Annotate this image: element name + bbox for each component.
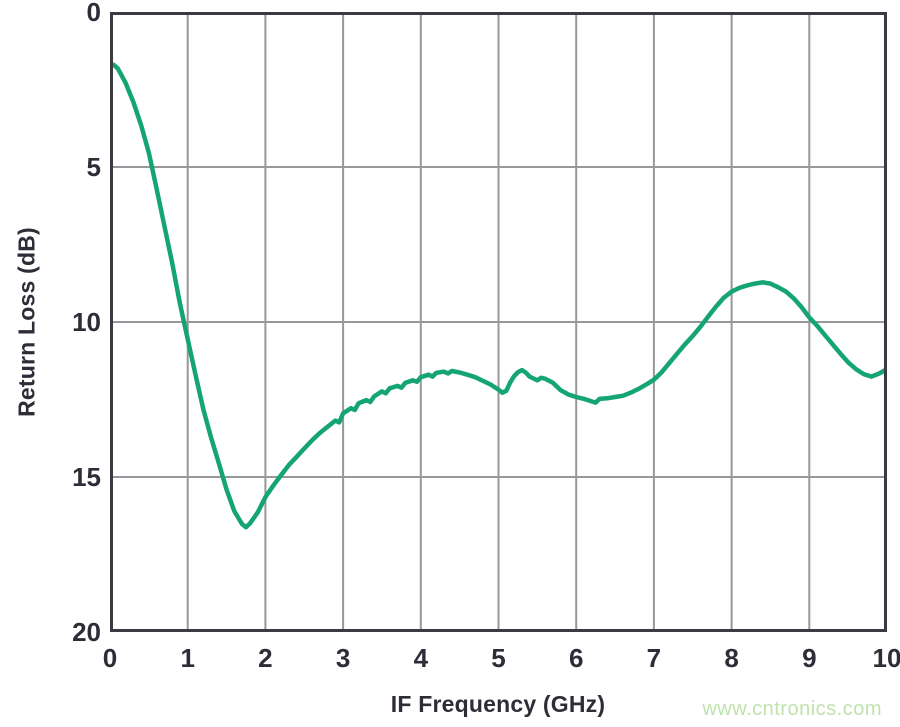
x-tick-label: 1 (180, 643, 195, 673)
watermark-url: www.cntronics.com (702, 698, 882, 720)
x-tick-label: 10 (872, 643, 900, 673)
y-axis-title: Return Loss (dB) (13, 227, 40, 417)
series-return-loss (110, 61, 887, 530)
y-tick-label: 20 (72, 617, 101, 647)
y-tick-label: 10 (72, 307, 101, 337)
y-tick-label: 5 (86, 152, 101, 182)
x-tick-label: 8 (724, 643, 739, 673)
x-tick-label: 0 (102, 643, 118, 673)
x-tick-label: 4 (413, 643, 429, 673)
plot-frame (110, 12, 887, 632)
plot-canvas (110, 12, 887, 632)
x-tick-label: 9 (802, 643, 817, 673)
x-tick-label: 7 (646, 643, 662, 673)
x-tick-label: 5 (491, 643, 506, 673)
x-tick-label: 3 (335, 643, 351, 673)
plot-area (110, 12, 887, 632)
x-axis-title: IF Frequency (GHz) (390, 691, 606, 717)
y-tick-label: 15 (72, 462, 101, 492)
x-tick-label: 2 (258, 643, 273, 673)
y-tick-label: 0 (86, 0, 101, 27)
x-tick-label: 6 (568, 643, 584, 673)
